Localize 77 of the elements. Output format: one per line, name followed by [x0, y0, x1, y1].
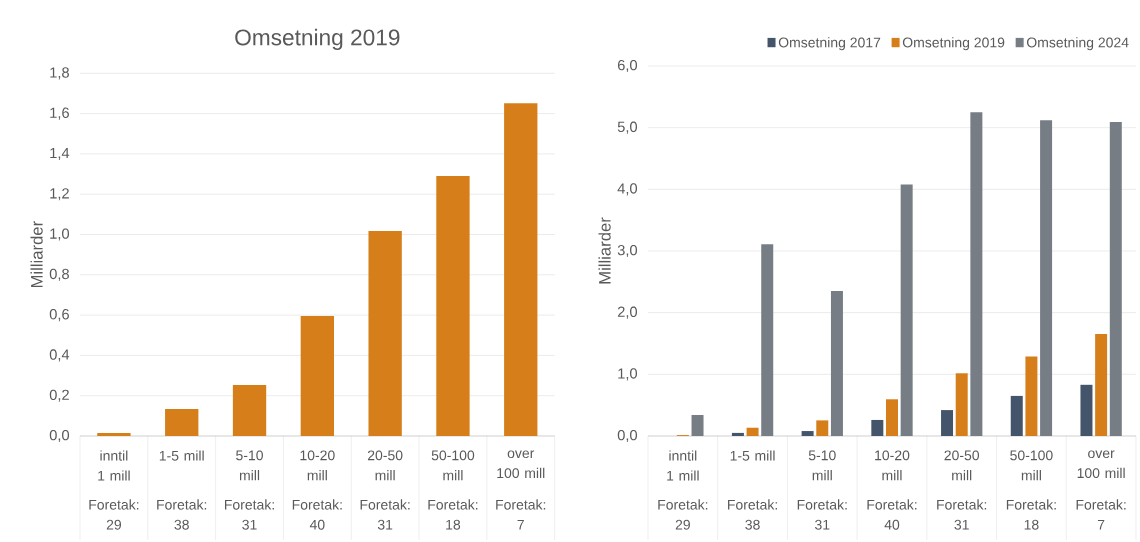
legend-label: Omsetning 2017 [778, 37, 881, 51]
x-tick-label: 20-50 mill [944, 450, 980, 481]
text: Foretak: 40 [292, 499, 342, 530]
text: Foretak: 31 [360, 499, 410, 530]
text: Foretak: 18 [1006, 499, 1056, 530]
text: Foretak: 31 [937, 499, 987, 530]
text: Foretak: 29 [89, 499, 139, 530]
bar [885, 399, 898, 436]
chart-title: Omsetning 2019 [235, 28, 400, 50]
bar [970, 112, 983, 436]
y-tick-label: 0,4 [49, 349, 70, 362]
x-tick-label: 1-5 mill [730, 450, 775, 461]
x-tick-label: over 100 mill [1077, 450, 1125, 479]
text: Foretak: 40 [867, 499, 917, 530]
text: Foretak: 7 [496, 499, 546, 530]
bar [1025, 356, 1038, 436]
bar [871, 419, 884, 436]
bar [691, 415, 704, 436]
x-tick-label: 10-20 mill [875, 450, 910, 481]
bar [731, 432, 744, 436]
bar [436, 176, 470, 436]
bar [1109, 122, 1122, 436]
bar [761, 244, 774, 436]
x-tick-label: 50-100 mill [1010, 450, 1053, 481]
y-tick-label: 1,6 [50, 107, 69, 120]
y-axis-title: Milliarder [30, 221, 43, 288]
x-tick-label: 1-5 mill [159, 450, 204, 461]
y-tick-label: 6,0 [617, 59, 638, 73]
bar [816, 420, 829, 436]
y-axis-title: Milliarder [598, 217, 611, 284]
bar [955, 373, 968, 436]
bar [746, 427, 759, 436]
text: Foretak: 18 [428, 499, 478, 530]
y-tick-label: 3,0 [617, 244, 638, 258]
bar [232, 385, 267, 436]
x-tick-label: 50-100 mill [431, 450, 475, 481]
text: Foretak: 38 [728, 499, 777, 530]
text: Foretak: 31 [797, 499, 847, 530]
y-tick-label: 0,6 [49, 309, 69, 322]
x-tick-label: 5-10 mill [236, 450, 263, 481]
y-tick-label: 0,0 [617, 429, 638, 443]
y-tick-label: 1,0 [618, 368, 638, 381]
x-tick-label: 10-20 mill [300, 450, 335, 481]
x-tick-label: inntil 1 mill [98, 450, 130, 481]
y-tick-label: 1,4 [50, 147, 70, 160]
bar [368, 231, 402, 436]
x-tick-label: over 100 mill [497, 450, 545, 479]
bar [504, 103, 538, 436]
text: Foretak: 29 [658, 499, 708, 530]
bar [165, 408, 199, 436]
y-tick-label: 5,0 [617, 121, 638, 134]
bar [830, 291, 843, 436]
bar [801, 431, 814, 436]
bar [1040, 120, 1053, 436]
text: Foretak: 38 [157, 499, 207, 530]
text: Foretak: 31 [225, 499, 274, 530]
bar [1095, 334, 1108, 436]
y-tick-label: 1,8 [50, 67, 69, 80]
bar [900, 184, 913, 436]
text: Foretak: 7 [1076, 499, 1126, 530]
bar [1010, 395, 1023, 436]
legend-label: Omsetning 2019 [902, 37, 1005, 51]
x-tick-label: inntil 1 mill [667, 450, 699, 481]
bar [1080, 384, 1093, 436]
legend-label: Omsetning 2024 [1026, 37, 1129, 51]
y-tick-label: 4,0 [617, 183, 638, 196]
y-tick-label: 0,2 [49, 389, 69, 402]
bar [941, 410, 954, 436]
y-tick-label: 1,0 [50, 228, 70, 241]
y-tick-label: 1,2 [50, 188, 69, 201]
bar [300, 316, 334, 436]
x-tick-label: 20-50 mill [367, 450, 403, 481]
bar [97, 432, 131, 436]
y-tick-label: 0,0 [49, 429, 70, 443]
x-tick-label: 5-10 mill [808, 450, 836, 481]
y-tick-label: 0,8 [49, 268, 69, 281]
y-tick-label: 2,0 [617, 306, 638, 319]
